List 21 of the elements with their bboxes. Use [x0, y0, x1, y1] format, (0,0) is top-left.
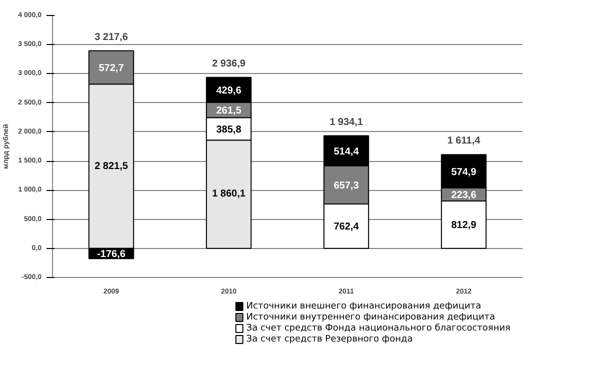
data-label: 762,4	[334, 222, 360, 233]
total-label: 3 217,6	[94, 32, 128, 43]
data-label: 514,4	[334, 146, 360, 158]
legend-label: За счет средств Резервного фонда	[246, 334, 413, 344]
data-label: -176,6	[97, 249, 126, 260]
data-label: 385,8	[216, 124, 242, 136]
total-label: 2 936,9	[212, 58, 246, 70]
data-label: 223,6	[451, 190, 477, 202]
data-label: 261,5	[216, 106, 242, 117]
total-label: 1 934,1	[330, 116, 364, 128]
legend-label: Источники внешнего финансирования дефицита	[246, 302, 482, 312]
data-label: 429,6	[216, 85, 242, 96]
data-label: 1 860,1	[212, 188, 246, 200]
data-label: 572,7	[98, 62, 124, 74]
data-label: 657,3	[334, 180, 360, 192]
data-label: 574,9	[451, 166, 477, 178]
data-label: 812,9	[451, 220, 477, 232]
data-label: 2 821,5	[94, 160, 128, 172]
total-label: 1 611,4	[447, 136, 481, 147]
legend-label: За счет средств Фонда национального благосостояния	[246, 324, 510, 334]
legend-label: Источники внутреннего финансирования дефицита	[246, 312, 496, 322]
